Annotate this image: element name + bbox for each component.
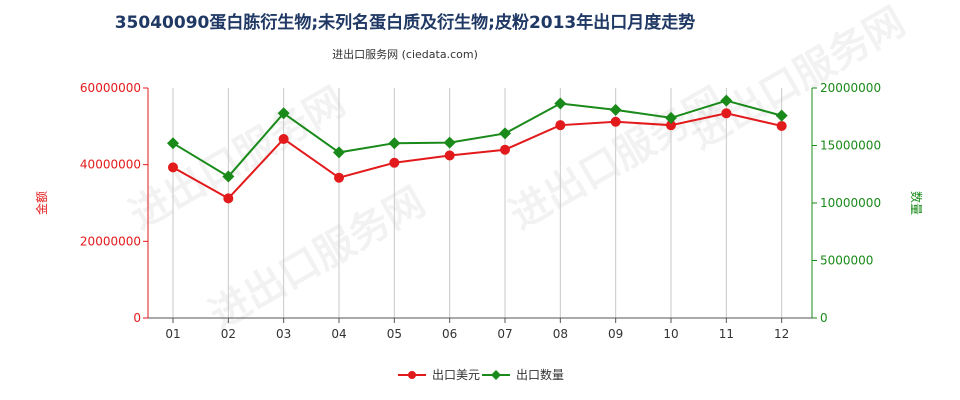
data-point	[555, 120, 566, 131]
x-tick-label: 04	[331, 327, 346, 341]
watermark-text: 进出口服务网	[122, 79, 353, 239]
chart-subtitle: 进出口服务网 (ciedata.com)	[332, 47, 478, 61]
data-point	[610, 116, 621, 127]
left-tick-label: 40000000	[80, 158, 141, 172]
left-axis-ticks: 0 20000000 40000000 60000000	[80, 81, 148, 325]
series-export-qty	[167, 94, 788, 183]
x-tick-label: 06	[442, 327, 457, 341]
data-point	[278, 133, 289, 144]
right-tick-label: 15000000	[820, 139, 881, 153]
data-point	[666, 120, 676, 131]
x-tick-label: 03	[276, 327, 291, 341]
series-line	[172, 112, 782, 200]
left-tick-label: 20000000	[80, 234, 141, 248]
watermark-text: 进出口服务网	[502, 79, 733, 239]
x-axis-ticks: 01 02 03 04 05 06 07 08 09 10 11 12	[165, 318, 789, 341]
data-point	[444, 150, 455, 161]
x-tick-label: 02	[221, 327, 236, 341]
x-tick-label: 05	[387, 327, 402, 341]
x-tick-label: 09	[608, 327, 623, 341]
data-point	[222, 170, 235, 183]
data-point	[720, 94, 733, 107]
left-tick-label: 60000000	[80, 81, 141, 95]
legend-item-export-qty[interactable]: 出口数量	[482, 367, 564, 382]
legend-label-export-qty: 出口数量	[516, 367, 564, 382]
data-point	[389, 157, 400, 168]
series-export-usd	[168, 108, 787, 204]
data-point	[775, 109, 788, 122]
legend-marker-export-qty	[491, 370, 501, 380]
right-axis-label: 数量	[909, 191, 924, 215]
x-tick-label: 08	[553, 327, 568, 341]
data-point	[388, 137, 401, 150]
data-point	[500, 144, 510, 155]
data-point	[721, 108, 732, 119]
chart-title: 35040090蛋白胨衍生物;未列名蛋白质及衍生物;皮粉2013年出口月度走势	[115, 12, 696, 33]
data-point	[334, 172, 344, 183]
right-tick-label: 5000000	[820, 254, 873, 268]
data-point	[443, 136, 456, 149]
x-tick-label: 11	[719, 327, 734, 341]
data-point	[333, 146, 345, 159]
right-tick-label: 10000000	[820, 196, 881, 210]
data-point	[609, 103, 622, 116]
data-point	[776, 120, 787, 131]
data-point	[223, 193, 234, 204]
watermark-text: 进出口服务网	[202, 179, 433, 339]
legend[interactable]: 出口美元 出口数量	[398, 367, 564, 382]
legend-marker-export-usd	[408, 371, 416, 379]
x-tick-label: 12	[774, 327, 789, 341]
right-tick-label: 20000000	[820, 81, 881, 95]
series	[167, 94, 788, 204]
right-axis-ticks: 0 5000000 10000000 15000000 20000000	[812, 81, 881, 325]
series-line	[172, 99, 782, 178]
data-point	[554, 97, 567, 110]
right-tick-label: 0	[820, 311, 828, 325]
x-tick-label: 10	[663, 327, 678, 341]
left-axis-label: 金额	[34, 191, 49, 215]
data-point	[167, 137, 179, 150]
legend-item-export-usd[interactable]: 出口美元	[398, 368, 480, 382]
watermark-text: 进出口服务网	[682, 0, 913, 159]
x-tick-label: 07	[497, 327, 512, 341]
data-point	[168, 162, 178, 173]
data-point	[277, 107, 290, 120]
legend-label-export-usd: 出口美元	[432, 368, 480, 382]
x-tick-label: 01	[165, 327, 180, 341]
left-tick-label: 0	[133, 311, 141, 325]
data-point	[499, 127, 511, 140]
data-point	[665, 111, 677, 124]
